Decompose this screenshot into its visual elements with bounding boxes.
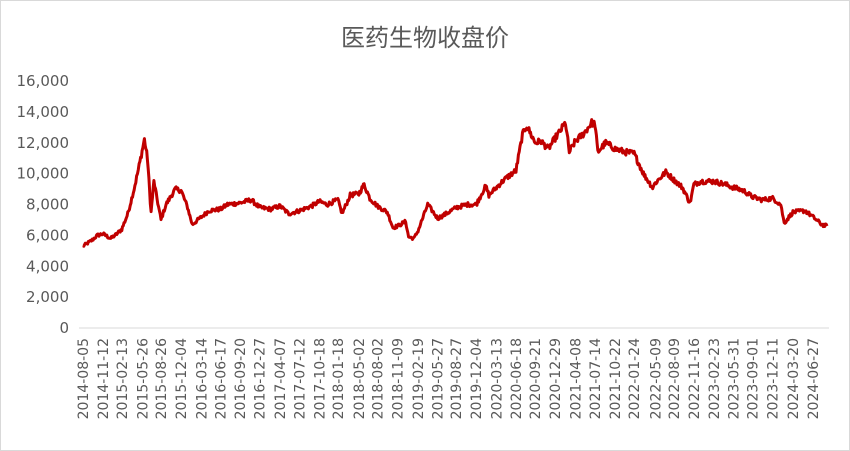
x-tick-label: 2024-06-27	[806, 338, 822, 419]
x-tick-label: 2022-08-09	[667, 338, 683, 419]
x-tick-label: 2014-11-12	[96, 338, 112, 419]
x-tick-label: 2020-09-21	[528, 338, 544, 419]
x-tick-label: 2021-07-14	[588, 338, 604, 419]
x-tick-label: 2016-12-27	[253, 338, 269, 419]
x-tick-label: 2020-12-29	[548, 338, 564, 419]
x-tick-label: 2015-12-04	[174, 338, 190, 419]
x-tick-label: 2020-03-13	[489, 338, 505, 419]
x-tick-label: 2017-07-12	[292, 338, 308, 419]
y-tick-label: 8,000	[26, 196, 69, 214]
y-tick-label: 6,000	[26, 226, 69, 244]
x-tick-label: 2021-04-08	[568, 338, 584, 419]
x-tick-label: 2022-11-16	[687, 338, 703, 419]
x-tick-label: 2016-06-17	[214, 338, 230, 419]
x-tick-label: 2017-10-18	[312, 338, 328, 419]
x-tick-label: 2022-05-09	[648, 338, 664, 419]
x-tick-label: 2018-11-09	[390, 338, 406, 419]
x-tick-label: 2023-05-31	[726, 338, 742, 419]
y-tick-label: 16,000	[17, 72, 70, 90]
x-tick-label: 2016-09-20	[233, 338, 249, 419]
x-tick-label: 2015-08-26	[154, 338, 170, 419]
y-tick-label: 2,000	[26, 288, 69, 306]
y-tick-label: 0	[59, 319, 69, 337]
x-tick-label: 2019-02-19	[411, 338, 427, 419]
x-tick-label: 2018-01-18	[331, 338, 347, 419]
series-line-0	[82, 118, 829, 248]
x-tick-label: 2024-03-20	[786, 338, 802, 419]
y-tick-label: 12,000	[17, 134, 70, 152]
y-tick-label: 10,000	[17, 165, 70, 183]
x-tick-label: 2016-03-14	[195, 338, 211, 419]
x-tick-label: 2021-10-22	[608, 338, 624, 419]
y-tick-label: 4,000	[26, 257, 69, 275]
x-tick-label: 2023-02-23	[707, 338, 723, 419]
x-tick-label: 2019-08-27	[449, 338, 465, 419]
x-tick-label: 2022-01-24	[627, 338, 643, 419]
x-tick-label: 2023-12-11	[766, 338, 782, 419]
x-tick-label: 2020-06-18	[509, 338, 525, 419]
x-tick-label: 2014-08-05	[76, 338, 92, 419]
x-tick-label: 2018-08-02	[370, 338, 386, 419]
x-tick-label: 2017-04-07	[273, 338, 289, 419]
chart-title: 医药生物收盘价	[341, 24, 509, 52]
x-tick-label: 2019-05-27	[431, 338, 447, 419]
x-tick-label: 2015-02-13	[115, 338, 131, 419]
x-tick-label: 2018-05-02	[352, 338, 368, 419]
x-tick-label: 2023-09-01	[745, 338, 761, 419]
x-tick-label: 2019-12-04	[469, 338, 485, 419]
y-tick-label: 14,000	[17, 103, 70, 121]
x-tick-label: 2015-05-26	[135, 338, 151, 419]
